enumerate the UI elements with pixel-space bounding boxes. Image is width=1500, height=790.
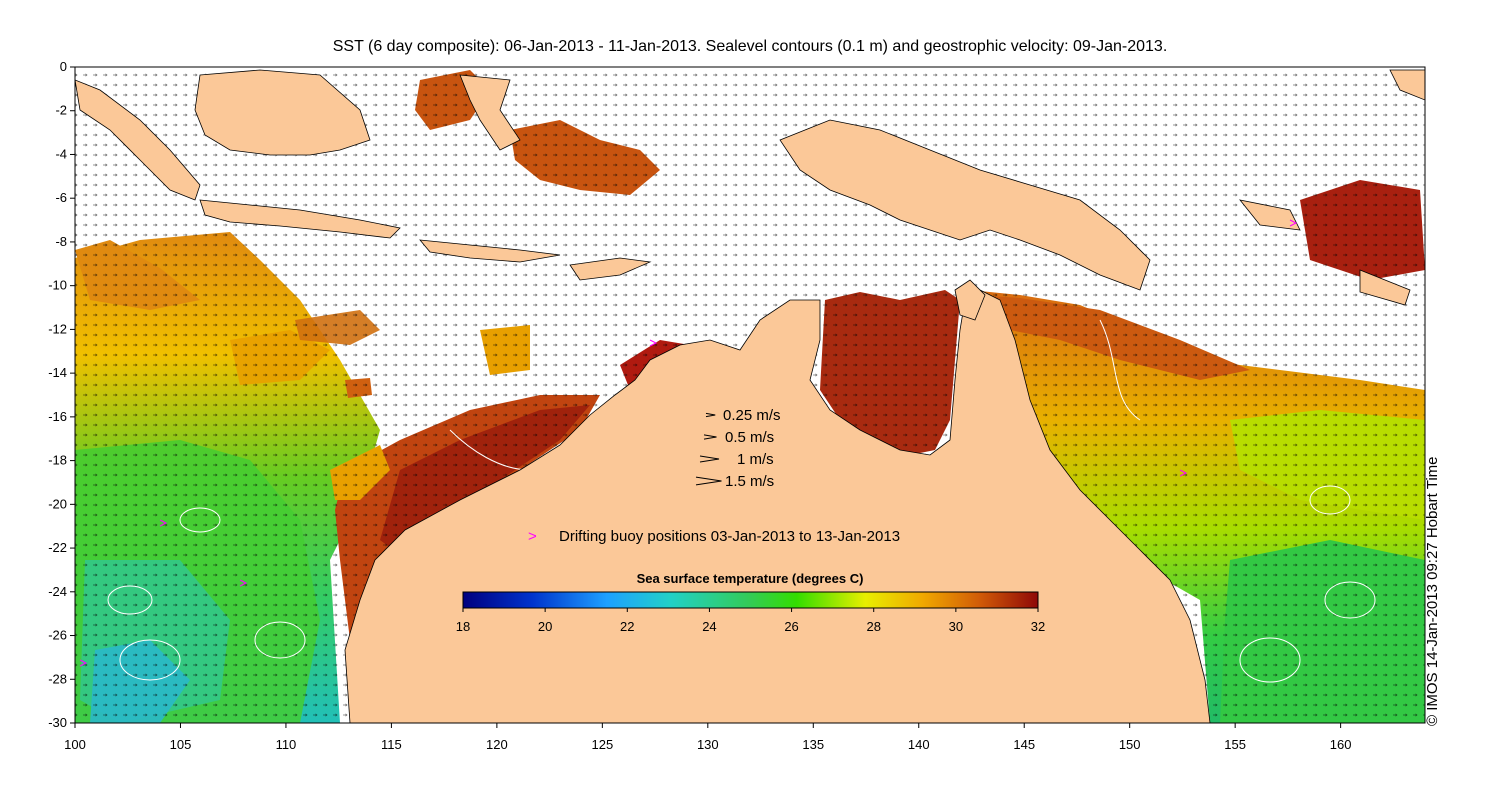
x-axis: 100 105 110 115 120 125 130 135 140 145 150 155 160	[64, 723, 1351, 752]
y-tick-label: 0	[60, 59, 67, 74]
y-tick-label: -10	[48, 278, 67, 293]
colorbar-tick-label: 30	[949, 619, 963, 634]
y-tick-label: -8	[55, 234, 67, 249]
colorbar-tick-label: 18	[456, 619, 470, 634]
colorbar-tick-label: 26	[784, 619, 798, 634]
colorbar-tick-label: 20	[538, 619, 552, 634]
y-tick-label: -22	[48, 540, 67, 555]
colorbar-tick-label: 32	[1031, 619, 1045, 634]
x-tick-label: 115	[381, 737, 402, 752]
x-tick-label: 145	[1013, 737, 1035, 752]
buoy-legend-symbol: >	[528, 528, 537, 545]
x-tick-label: 100	[64, 737, 86, 752]
velocity-legend-arrow	[703, 434, 717, 440]
y-tick-label: -24	[48, 584, 67, 599]
plot-frame	[74, 66, 1426, 724]
land-masses	[75, 69, 1425, 723]
sst-colorbar: Sea surface temperature (degrees C) 18 20…	[456, 571, 1045, 634]
x-tick-label: 110	[276, 737, 297, 752]
y-tick-label: -28	[48, 671, 67, 686]
buoy-markers	[79, 219, 1298, 667]
colorbar-tick-label: 24	[702, 619, 716, 634]
x-tick-label: 140	[908, 737, 930, 752]
y-tick-label: -6	[55, 190, 67, 205]
velocity-legend: 0.25 m/s 0.5 m/s 1 m/s 1.5 m/s	[695, 407, 781, 490]
y-tick-label: -2	[55, 103, 67, 118]
colorbar-ticks: 18 20 22 24 26 28 30 32	[456, 608, 1045, 634]
y-tick-label: -16	[48, 409, 67, 424]
x-tick-label: 105	[170, 737, 192, 752]
y-tick-label: -26	[48, 628, 67, 643]
buoy-legend: > Drifting buoy positions 03-Jan-2013 to…	[528, 528, 900, 545]
map-title: SST (6 day composite): 06-Jan-2013 - 11-…	[332, 38, 1168, 55]
x-tick-label: 135	[802, 737, 824, 752]
velocity-legend-label: 1 m/s	[737, 451, 774, 468]
velocity-legend-arrow	[699, 455, 720, 463]
y-tick-label: -20	[48, 496, 67, 511]
y-tick-label: -12	[48, 321, 67, 336]
x-tick-label: 160	[1330, 737, 1352, 752]
velocity-legend-label: 1.5 m/s	[725, 473, 774, 490]
colorbar-gradient	[462, 591, 1039, 609]
y-tick-label: -4	[55, 146, 67, 161]
colorbar-tick-label: 22	[620, 619, 634, 634]
velocity-legend-arrow	[695, 476, 722, 486]
colorbar-tick-label: 28	[866, 619, 880, 634]
x-tick-label: 150	[1119, 737, 1141, 752]
colorbar-title: Sea surface temperature (degrees C)	[637, 571, 864, 586]
velocity-legend-label: 0.25 m/s	[723, 407, 781, 424]
x-tick-label: 155	[1224, 737, 1246, 752]
buoy-legend-label: Drifting buoy positions 03-Jan-2013 to 1…	[559, 528, 900, 545]
x-tick-label: 120	[486, 737, 508, 752]
y-tick-label: -14	[48, 365, 67, 380]
velocity-legend-arrow	[705, 412, 716, 418]
x-tick-label: 130	[697, 737, 719, 752]
y-tick-label: -30	[48, 715, 67, 730]
imos-credit: © IMOS 14-Jan-2013 09:27 Hobart Time	[1424, 456, 1441, 726]
velocity-legend-label: 0.5 m/s	[725, 429, 774, 446]
y-axis: 0 -2 -4 -6 -8 -10 -12 -14 -16 -18 -20 -22 -24 -26 -28 -…	[48, 59, 75, 730]
x-tick-label: 125	[591, 737, 613, 752]
y-tick-label: -18	[48, 453, 67, 468]
